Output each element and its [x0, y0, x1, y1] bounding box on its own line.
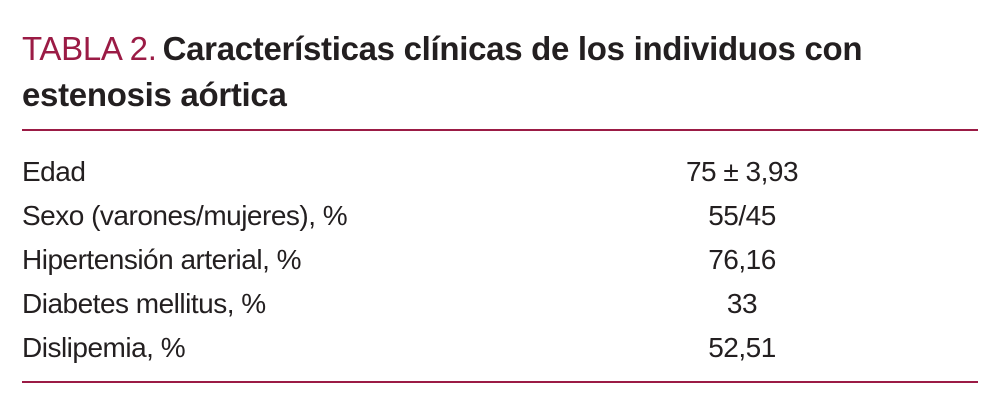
table-label: TABLA 2. — [22, 30, 157, 67]
table-title: TABLA 2. Características clínicas de los … — [22, 26, 952, 118]
table-row: Sexo (varones/mujeres), % 55/45 — [22, 194, 978, 238]
row-label: Dislipemia, % — [22, 332, 186, 363]
row-label: Sexo (varones/mujeres), % — [22, 200, 348, 231]
row-label: Diabetes mellitus, % — [22, 288, 266, 319]
bottom-rule — [22, 381, 978, 383]
table-body: Edad 75 ± 3,93 Sexo (varones/mujeres), % 55… — [22, 150, 978, 370]
top-rule — [22, 129, 978, 131]
row-value: 76,16 — [708, 244, 776, 275]
row-value: 33 — [726, 288, 758, 319]
row-value: 75 ± 3,93 — [685, 156, 799, 187]
table-row: Edad 75 ± 3,93 — [22, 150, 978, 194]
table-row: Diabetes mellitus, % 33 — [22, 282, 978, 326]
row-label: Hipertensión arterial, % — [22, 244, 302, 275]
row-value: 55/45 — [708, 200, 776, 231]
row-label: Edad — [22, 156, 86, 187]
row-value: 52,51 — [708, 332, 776, 363]
table-row: Hipertensión arterial, % 76,16 — [22, 238, 978, 282]
title-text: Características clínicas de los individu… — [22, 30, 863, 113]
table-row: Dislipemia, % 52,51 — [22, 326, 978, 370]
